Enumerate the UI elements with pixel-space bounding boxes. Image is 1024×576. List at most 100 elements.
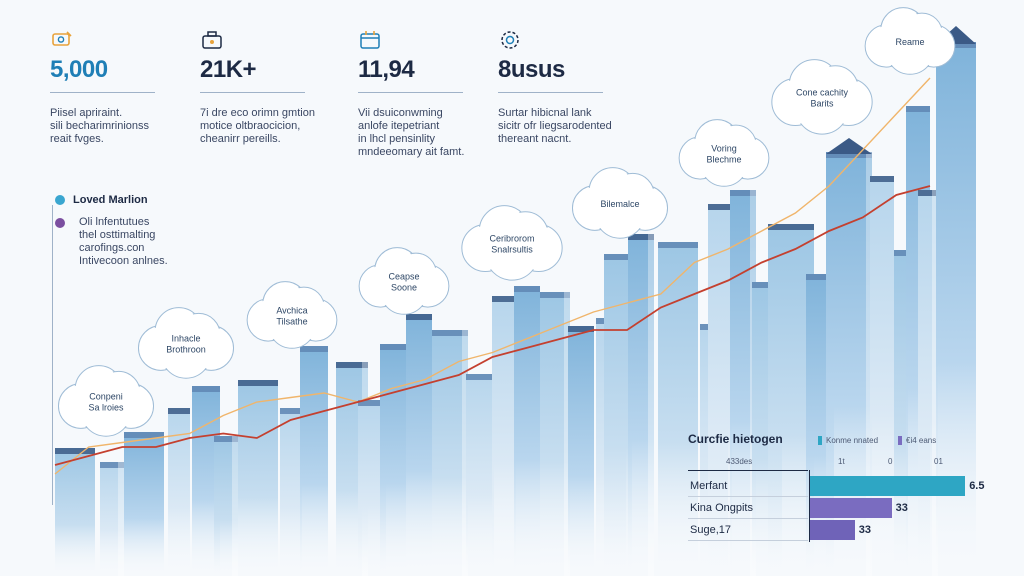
bar-label: Suge,17 (690, 524, 731, 536)
stat-card-3: 11,94 Vii dsuiconwming anlofe itepetrian… (358, 28, 508, 159)
building (168, 408, 190, 576)
building (432, 330, 468, 576)
stat-description: Vii dsuiconwming anlofe itepetriant in l… (358, 107, 465, 158)
cloud-label: Voring (711, 144, 737, 154)
bar-row: Merfant 6.5 (688, 476, 984, 497)
stat-card-4: 8usus Surtar hibicnal lank sicitr ofr li… (498, 28, 648, 146)
divider (498, 92, 603, 93)
annotation-cloud: Reame (864, 7, 956, 75)
cloud-label: Blechme (706, 155, 741, 165)
building (124, 432, 164, 576)
bar-panel: Curcfie hietogen Konme nnated €i4 eans 4… (688, 430, 984, 550)
building (406, 314, 432, 576)
bar-value: 6.5 (969, 480, 985, 492)
cloud-label: Reame (895, 37, 924, 47)
bar-value: 33 (895, 502, 908, 514)
cloud-label: Ceapse (388, 272, 419, 282)
axis-tick: 01 (934, 457, 943, 466)
legend-text: €i4 eans (906, 436, 937, 445)
stat-description: 7i dre eco orimn gmtion motice oltbraoci… (200, 107, 315, 145)
legend-item-1: Loved Marlion (55, 194, 255, 206)
building (214, 436, 238, 576)
bar-label: Kina Ongpits (690, 502, 753, 514)
cloud-label: Conpeni (89, 392, 123, 402)
axis-tick: 0 (888, 457, 893, 466)
building (300, 346, 328, 576)
legend-note: Oli lnfentutues thel osttimalting carofi… (79, 216, 168, 267)
stat-value: 21K+ (200, 56, 257, 83)
building (540, 292, 570, 576)
stat-value: 5,000 (50, 56, 108, 83)
panel-legend-1: Konme nnated (818, 436, 878, 445)
calendar-icon (360, 31, 380, 49)
annotation-cloud: Bilemalce (571, 167, 669, 239)
divider (200, 92, 305, 93)
cloud-label: Cone cachity (796, 88, 849, 98)
building (492, 296, 516, 576)
building (568, 326, 594, 576)
bar (810, 520, 855, 540)
building (466, 374, 494, 576)
building (708, 204, 732, 576)
legend-swatch (818, 436, 822, 445)
legend-dot (55, 218, 65, 228)
row-divider (688, 496, 808, 497)
building (238, 380, 278, 576)
row-divider (688, 518, 808, 519)
money-icon (52, 31, 72, 46)
bar-row: Kina Ongpits 33 (688, 498, 978, 519)
cloud-label: Snalrsultis (491, 245, 533, 255)
stat-value: 8usus (498, 56, 565, 83)
building (628, 234, 654, 576)
building-roof (826, 138, 872, 154)
header-rule (688, 470, 808, 471)
bar-value: 33 (858, 524, 872, 536)
cloud-label: Tilsathe (276, 317, 307, 327)
building (514, 286, 540, 576)
divider (50, 92, 155, 93)
axis-tick: 1t (838, 457, 845, 466)
building (380, 344, 406, 576)
cloud-label: Avchica (276, 306, 307, 316)
legend: Loved Marlion Oli lnfentutues thel ostti… (55, 194, 255, 268)
legend-dot (55, 195, 65, 205)
legend-label: Loved Marlion (73, 194, 148, 206)
legend-item-2 (55, 218, 255, 228)
row-divider (688, 540, 808, 541)
briefcase-icon (202, 31, 222, 49)
bar-label: Merfant (690, 480, 728, 492)
building (55, 448, 95, 576)
stat-description: Piisel apriraint. sili becharimrinionss … (50, 107, 150, 145)
stat-description: Surtar hibicnal lank sicitr ofr liegsaro… (498, 107, 612, 145)
cloud-label: Soone (391, 283, 417, 293)
cloud-label: Brothroon (166, 345, 206, 355)
axis-line (809, 470, 810, 542)
stat-value: 11,94 (358, 56, 415, 83)
cloud-label: Sa lroies (88, 403, 124, 413)
building (100, 462, 124, 576)
legend-rule (52, 205, 53, 505)
bar (810, 476, 966, 496)
bar-row: Suge,17 33 (688, 520, 978, 541)
cloud-label: Barits (810, 99, 834, 109)
cloud-label: Inhacle (171, 334, 200, 344)
divider (358, 92, 463, 93)
legend-swatch (898, 436, 902, 445)
column-header: 433des (726, 457, 753, 466)
building (280, 408, 302, 576)
bar (810, 498, 892, 518)
building (658, 242, 698, 576)
stat-card-2: 21K+ 7i dre eco orimn gmtion motice oltb… (200, 28, 350, 146)
legend-text: Konme nnated (826, 436, 879, 445)
cloud-label: Bilemalce (600, 199, 639, 209)
panel-legend-2: €i4 eans (898, 436, 936, 445)
panel-title: Curcfie hietogen (688, 432, 783, 446)
